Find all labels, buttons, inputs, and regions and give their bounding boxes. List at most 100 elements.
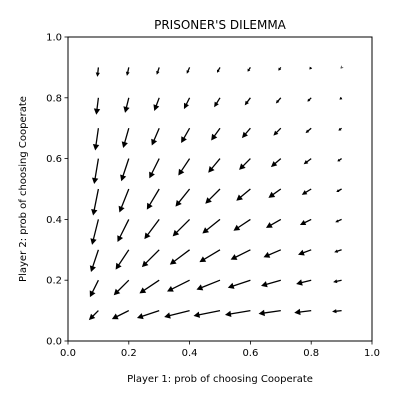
quiver-arrow (268, 188, 282, 198)
quiver-arrow (239, 158, 251, 170)
quiver-arrow (335, 218, 342, 223)
quiver-arrow (186, 67, 191, 74)
quiver-arrow (172, 218, 191, 237)
quiver-arrow (167, 279, 190, 292)
x-tick-label: 0.8 (303, 348, 319, 359)
quiver-arrow (205, 188, 221, 204)
quiver-arrow (118, 188, 130, 213)
quiver-arrow (139, 279, 160, 294)
quiver-arrow (339, 96, 343, 100)
quiver-arrow (183, 97, 191, 110)
quiver-arrow (265, 218, 282, 228)
quiver-arrow (214, 97, 221, 108)
quiver-arrow (113, 279, 130, 296)
quiver-arrow (123, 97, 130, 113)
quiver-arrow (301, 188, 312, 195)
quiver-arrow (92, 128, 100, 151)
quiver-arrow (90, 219, 100, 245)
quiver-arrow (338, 127, 342, 131)
quiver-arrow (146, 188, 160, 210)
quiver-arrow (181, 127, 191, 144)
quiver-arrow (278, 67, 282, 71)
quiver-arrow (332, 309, 342, 314)
quiver-arrow (196, 279, 221, 291)
x-axis-ticks: 0.0 0.2 0.4 0.6 0.8 1.0 (60, 341, 380, 359)
quiver-arrow (88, 310, 99, 321)
quiver-arrow (227, 279, 251, 289)
y-tick-label: 1.0 (46, 33, 62, 44)
y-tick-label: 0.8 (46, 93, 62, 104)
x-tick-label: 0.2 (121, 348, 137, 359)
quiver-arrow (294, 308, 312, 316)
quiver-arrow (263, 249, 282, 258)
quiver-arrow (303, 158, 312, 165)
quiver-arrow (120, 158, 130, 182)
y-tick-label: 0.6 (46, 154, 62, 165)
quiver-arrow (169, 249, 190, 265)
quiver-arrow (273, 127, 282, 136)
y-tick-label: 0.4 (46, 215, 62, 226)
y-axis-ticks: 0.0 0.2 0.4 0.6 0.8 1.0 (46, 33, 68, 348)
y-tick-label: 0.2 (46, 276, 62, 287)
quiver-arrow (336, 188, 342, 193)
x-tick-label: 0.0 (60, 348, 76, 359)
quiver-arrow (202, 218, 221, 234)
quiver-arrow (270, 158, 282, 168)
quiver-arrow (199, 249, 221, 263)
quiver-arrow (156, 67, 160, 75)
x-axis-label: Player 1: prob of choosing Cooperate (127, 374, 313, 385)
quiver-arrow (244, 97, 251, 106)
x-tick-label: 0.6 (242, 348, 258, 359)
x-tick-label: 0.4 (182, 348, 198, 359)
quiver-arrow (117, 219, 130, 242)
quiver-arrow (309, 66, 313, 70)
quiver-arrow (89, 249, 100, 273)
quiver-arrow (296, 279, 312, 286)
quiver-arrow (298, 249, 312, 256)
quiver-arrow (208, 158, 221, 173)
quiver-arrow (164, 309, 190, 319)
chart-title: PRISONER'S DILEMMA (154, 18, 287, 32)
quiver-arrow (224, 309, 251, 318)
quiver-arrow (211, 127, 221, 141)
quiver-arrow (141, 249, 160, 268)
quiver-arrow (258, 309, 281, 317)
arrow-field (88, 65, 344, 321)
quiver-arrow (121, 128, 130, 148)
quiver-arrow (175, 188, 191, 207)
quiver-arrow (261, 279, 281, 288)
quiver-arrow (299, 218, 312, 226)
quiver-arrow (93, 97, 101, 115)
quiver-arrow (151, 127, 160, 146)
quiver-arrow (149, 158, 160, 179)
quiver-arrow (337, 158, 342, 162)
quiver-arrow (216, 67, 221, 73)
quiver-arrow (241, 127, 251, 139)
x-tick-label: 1.0 (364, 348, 380, 359)
quiver-arrow (236, 188, 251, 201)
quiver-arrow (333, 279, 342, 284)
quiver-arrow (275, 97, 282, 104)
quiver-arrow (305, 127, 312, 134)
quiver-arrow (233, 218, 251, 231)
quiver-arrow (111, 310, 130, 320)
quiver-arrow (153, 97, 160, 111)
quiver-arrow (115, 249, 130, 270)
quiver-arrow (136, 309, 160, 320)
quiver-arrow (95, 67, 100, 77)
quiver-arrow (230, 249, 251, 260)
quiver-arrow (91, 188, 100, 216)
y-tick-label: 0.0 (46, 337, 62, 348)
quiver-arrow (247, 67, 251, 72)
quiver-arrow (89, 279, 99, 298)
y-axis-label: Player 2: prob of choosing Cooperate (18, 96, 29, 282)
quiver-arrow (178, 158, 191, 176)
quiver-arrow (144, 219, 160, 240)
quiver-arrow (91, 158, 100, 185)
quiver-arrow (340, 65, 344, 69)
quiver-arrow (307, 97, 312, 102)
quiver-arrow (125, 67, 130, 76)
quiver-arrow (193, 309, 221, 318)
quiver-arrow (334, 249, 342, 253)
